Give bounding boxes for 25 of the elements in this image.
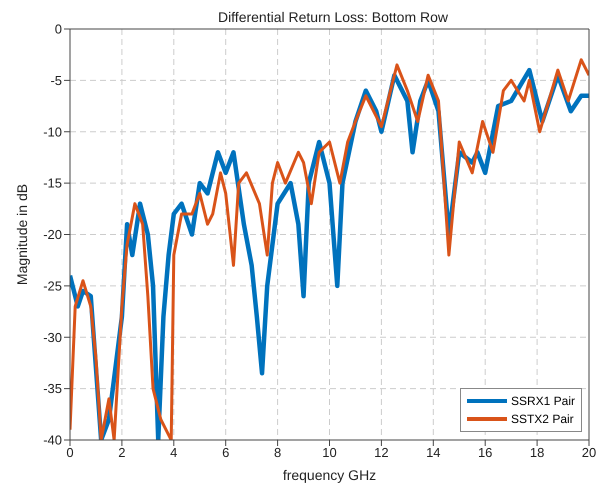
- x-tick-label: 8: [274, 445, 282, 460]
- legend-label: SSTX2 Pair: [510, 411, 574, 428]
- x-tick-label: 14: [426, 445, 441, 460]
- x-tick-label: 4: [170, 445, 178, 460]
- x-tick-label: 10: [322, 445, 337, 460]
- y-tick-label: -20: [43, 227, 62, 242]
- x-tick-label: 16: [478, 445, 492, 460]
- y-tick-label: -40: [43, 432, 62, 448]
- x-axis-title: frequency GHz: [282, 467, 376, 483]
- legend-label: SSRX1 Pair: [510, 393, 575, 410]
- x-tick-label: 0: [66, 445, 74, 460]
- x-tick-label: 2: [118, 445, 126, 460]
- y-tick-label: -25: [43, 278, 62, 294]
- y-tick-label: -15: [43, 176, 62, 191]
- y-tick-label: -10: [43, 124, 62, 140]
- chart-title: Differential Return Loss: Bottom Row: [218, 9, 449, 25]
- y-tick-label: -30: [43, 330, 62, 345]
- x-tick-label: 20: [582, 445, 596, 460]
- x-tick-label: 18: [530, 445, 544, 460]
- y-tick-label: -35: [43, 381, 62, 396]
- x-tick-label: 6: [222, 445, 230, 460]
- y-tick-label: 0: [54, 22, 62, 37]
- y-axis-title: Magnitude in dB: [14, 184, 30, 286]
- x-tick-label: 12: [374, 445, 389, 460]
- y-tick-label: -5: [50, 72, 62, 88]
